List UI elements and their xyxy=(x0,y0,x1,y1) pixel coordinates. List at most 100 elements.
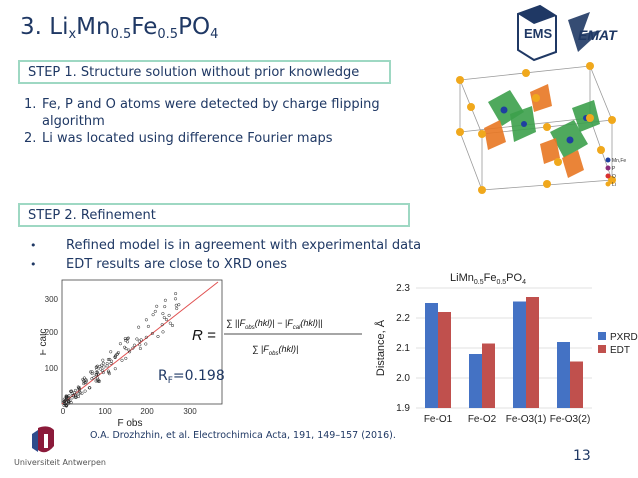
scatter-point xyxy=(163,298,167,302)
svg-text:P: P xyxy=(612,166,616,172)
scatter-point xyxy=(99,367,103,371)
scatter-point xyxy=(87,386,91,390)
scatter-point xyxy=(105,362,109,366)
scatter-point xyxy=(74,394,78,398)
scatter-point xyxy=(109,361,113,365)
slide-title: 3. LixMn0.5Fe0.5PO4 xyxy=(20,14,219,42)
svg-text:∑ |Fobs(hkl)|: ∑ |Fobs(hkl)| xyxy=(252,344,298,357)
scatter-point xyxy=(123,345,127,349)
emat-logo: EMAT xyxy=(568,12,618,52)
scatter-point xyxy=(84,378,88,382)
bar-pxrd xyxy=(469,354,482,408)
y-tick-label: 2.2 xyxy=(396,313,410,324)
scatter-point xyxy=(100,363,104,367)
scatter-point xyxy=(70,391,74,396)
scatter-point xyxy=(123,337,127,341)
scatter-point xyxy=(77,386,81,390)
scatter-point xyxy=(73,393,77,397)
bar-edt xyxy=(438,312,451,408)
y-tick: 100 xyxy=(45,364,59,373)
bar-pxrd xyxy=(557,342,570,408)
scatter-point xyxy=(64,395,68,399)
y-axis-label: Distance, Å xyxy=(374,319,387,376)
x-tick: 0 xyxy=(61,407,66,416)
scatter-point xyxy=(120,358,124,362)
legend-swatch xyxy=(598,332,606,340)
scatter-point xyxy=(128,350,132,354)
scatter-point xyxy=(101,358,105,362)
list-item: • EDT results are close to XRD ones xyxy=(30,257,287,272)
scatter-point xyxy=(174,303,178,307)
bar-edt xyxy=(482,343,495,408)
scatter-point xyxy=(155,304,159,308)
scatter-point xyxy=(67,399,71,403)
svg-text:O: O xyxy=(612,174,616,180)
scatter-point xyxy=(101,371,105,375)
scatter-point xyxy=(161,312,165,316)
scatter-point xyxy=(156,334,160,339)
scatter-point xyxy=(90,377,94,381)
step2-list: • Refined model is in agreement with expe… xyxy=(30,236,470,274)
list-item: 1. Fe, P and O atoms were detected by cha… xyxy=(24,97,380,129)
step2-box: STEP 2. Refinement xyxy=(18,203,410,227)
x-tick-label: Fe-O3(1) xyxy=(506,414,547,425)
scatter-point xyxy=(73,388,78,392)
legend-label: PXRD xyxy=(610,332,638,343)
fobs-fcalc-scatter: 0 100 200 300 100 200 300 F obs F calc xyxy=(40,279,223,429)
svg-text:EMS: EMS xyxy=(524,26,553,41)
x-axis-label: F obs xyxy=(117,418,142,429)
chart-title: LiMn0.5Fe0.5PO4 xyxy=(450,272,526,286)
scatter-point xyxy=(105,364,109,368)
y-tick: 300 xyxy=(45,295,59,304)
scatter-point xyxy=(168,321,172,325)
scatter-point xyxy=(146,324,150,328)
scatter-point xyxy=(126,336,130,340)
scatter-point xyxy=(107,372,111,376)
svg-text:EMAT: EMAT xyxy=(578,27,618,43)
scatter-point xyxy=(127,348,131,352)
ideal-line xyxy=(61,281,219,405)
bar-pxrd xyxy=(425,303,438,408)
rf-value: RF=0.198 xyxy=(158,368,225,386)
x-tick-label: Fe-O2 xyxy=(468,414,497,425)
bar-pxrd xyxy=(513,301,526,408)
scatter-point xyxy=(153,309,157,313)
x-tick-label: Fe-O1 xyxy=(424,414,453,425)
scatter-point xyxy=(109,350,113,354)
scatter-point xyxy=(89,370,93,374)
university-logo: Universiteit Antwerpen xyxy=(14,424,106,472)
scatter-point xyxy=(174,292,178,296)
scatter-point xyxy=(70,396,74,400)
svg-text:Mn,Fe: Mn,Fe xyxy=(612,158,626,164)
y-tick: 200 xyxy=(45,328,59,337)
page-number: 13 xyxy=(573,448,591,464)
legend-swatch xyxy=(598,345,606,353)
step1-label: STEP 1. Structure solution without prior… xyxy=(28,65,360,80)
scatter-point xyxy=(124,356,128,360)
ua-emblem-icon xyxy=(32,426,54,453)
scatter-point xyxy=(144,342,148,346)
x-tick: 300 xyxy=(183,407,197,416)
scatter-point xyxy=(162,316,166,320)
x-tick-label: Fe-O3(2) xyxy=(550,414,591,425)
y-tick-label: 1.9 xyxy=(396,403,410,414)
scatter-point xyxy=(76,394,81,399)
scatter-point xyxy=(90,370,94,374)
scatter-point xyxy=(124,338,128,342)
step1-list: 1. Fe, P and O atoms were detected by cha… xyxy=(24,96,384,147)
university-name: Universiteit Antwerpen xyxy=(14,458,106,467)
y-tick-label: 2.0 xyxy=(396,373,410,384)
scatter-point xyxy=(96,372,100,376)
scatter-point xyxy=(118,342,122,346)
scatter-point xyxy=(108,357,112,361)
bar-edt xyxy=(570,361,583,408)
r-factor-formula: R = ∑ ||Fobs(hkl)| − |Fcal(hkl)|| ∑ |Fob… xyxy=(192,318,362,357)
svg-text:R =: R = xyxy=(192,327,216,344)
scatter-point xyxy=(113,355,117,360)
scatter-point xyxy=(131,346,135,350)
scatter-point xyxy=(173,297,178,301)
scatter-point xyxy=(95,378,99,382)
scatter-point xyxy=(101,361,105,365)
distance-bar-chart: LiMn0.5Fe0.5PO4 1.9 2.0 2.1 2.2 2.3 Fe-O1 Fe-… xyxy=(374,272,638,425)
scatter-point xyxy=(113,367,117,371)
